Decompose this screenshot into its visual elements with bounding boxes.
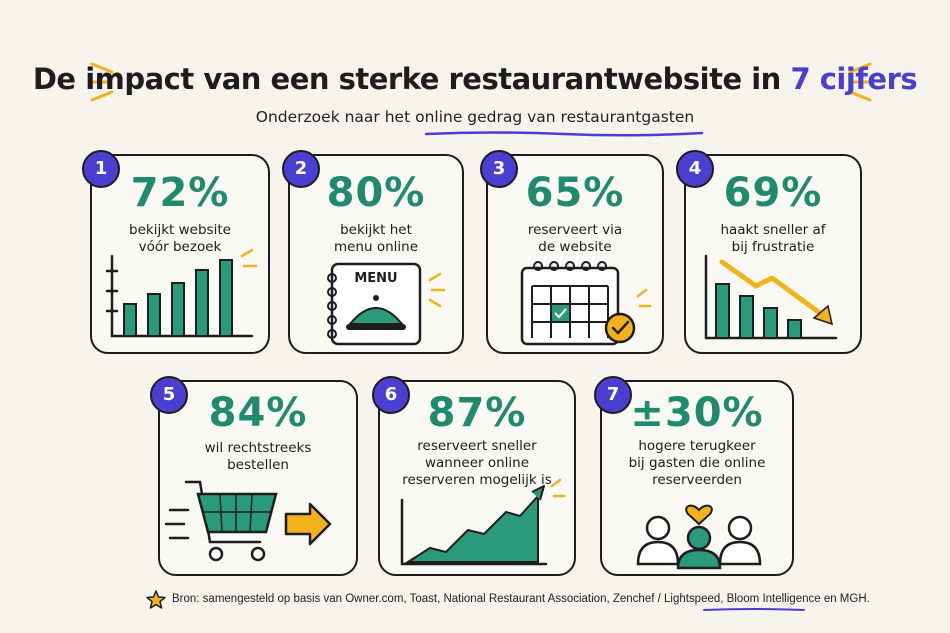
- stat-desc: bekijkt het menu online: [333, 222, 419, 255]
- stat-badge-4: 4: [676, 150, 714, 188]
- stat-desc: haakt sneller af bij frustratie: [720, 222, 826, 255]
- shopping-cart-icon: [164, 480, 332, 562]
- stat-card-7: ±30% hogere terugkeer bij gasten die onli…: [600, 380, 794, 576]
- sparkle-right-icon: [848, 62, 874, 102]
- stat-card-6: 87% reserveert sneller wanneer online rese…: [378, 380, 576, 576]
- bar-chart-icon: [105, 248, 258, 338]
- stat-desc: wil rechtstreeks bestellen: [204, 440, 312, 473]
- stat-value: 69%: [723, 170, 823, 216]
- source-note: Bron: samengesteld op basis van Owner.co…: [172, 593, 870, 605]
- menu-label: MENU: [354, 271, 398, 286]
- stat-card-4: 69% haakt sneller af bij frustratie: [684, 154, 862, 354]
- stat-card-5: 84% wil rechtstreeks bestellen: [158, 380, 358, 576]
- source-underline: [703, 608, 805, 611]
- page-subtitle: Onderzoek naar het online gedrag van res…: [255, 108, 695, 126]
- sparkle-left-icon: [88, 62, 114, 102]
- rising-area-chart-icon: [400, 478, 566, 566]
- declining-chart-icon: [704, 254, 838, 340]
- stat-value: 87%: [427, 390, 527, 436]
- stat-badge-3: 3: [480, 150, 518, 188]
- stat-badge-7: 7: [594, 376, 632, 414]
- stat-badge-1: 1: [82, 150, 120, 188]
- stat-badge-5: 5: [150, 376, 188, 414]
- stat-card-2: 80% bekijkt het menu online MENU: [288, 154, 464, 354]
- subtitle-underline: [424, 131, 704, 137]
- stat-card-1: 72% bekijkt website vóór bezoek: [90, 154, 270, 354]
- calendar-check-icon: [520, 261, 652, 346]
- stat-value: ±30%: [630, 390, 764, 436]
- menu-book-icon: [327, 262, 446, 346]
- stat-desc: hogere terugkeer bij gasten die online res…: [628, 438, 766, 488]
- title-main: De impact van een sterke restaurantwebsi…: [32, 62, 781, 96]
- stat-badge-6: 6: [372, 376, 410, 414]
- stat-value: 65%: [525, 170, 625, 216]
- stat-value: 80%: [326, 170, 426, 216]
- stat-value: 72%: [130, 170, 230, 216]
- stat-desc: reserveert sneller wanneer online reserver…: [402, 438, 552, 488]
- stat-value: 84%: [208, 390, 308, 436]
- page-title: De impact van een sterke restaurantwebsi…: [0, 62, 950, 96]
- people-heart-icon: [636, 504, 762, 570]
- stat-card-3: 65% reserveert via de website: [486, 154, 664, 354]
- stat-badge-2: 2: [282, 150, 320, 188]
- stat-desc: reserveert via de website: [527, 222, 623, 255]
- title-highlight: 7 cijfers: [790, 62, 918, 96]
- stat-desc: bekijkt website vóór bezoek: [129, 222, 231, 255]
- star-icon: [146, 590, 166, 609]
